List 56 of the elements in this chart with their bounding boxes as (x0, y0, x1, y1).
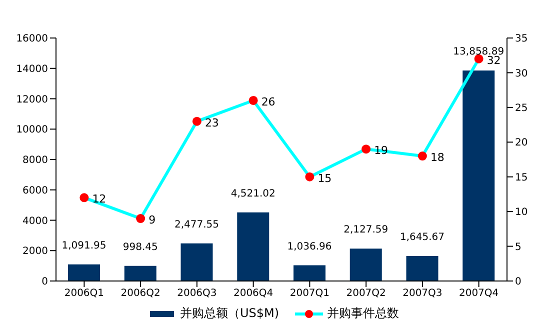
data-label: 1,645.67 (400, 232, 445, 244)
point (136, 214, 146, 224)
data-label: 1,091.95 (62, 240, 106, 252)
x-tick-label: 2006Q1 (64, 288, 104, 300)
y2-tick-label: 25 (515, 102, 528, 114)
x-tick-label: 2006Q2 (120, 288, 160, 300)
point (305, 172, 314, 182)
x-tick-label: 2007Q2 (346, 288, 386, 300)
data-label: 15 (318, 172, 332, 185)
y-tick-label: 2000 (22, 246, 48, 258)
y2-tick-label: 20 (515, 138, 528, 149)
y2-tick-label: 10 (515, 207, 528, 218)
data-label: 2,477.55 (174, 219, 220, 230)
bar (68, 264, 100, 281)
y2-tick-label: 15 (515, 172, 528, 184)
data-label: 18 (430, 151, 444, 164)
y2-tick-label: 0 (515, 276, 522, 288)
data-label: 2,127.59 (344, 224, 388, 236)
point (192, 116, 202, 126)
y-tick-label: 4000 (22, 216, 48, 227)
y2-tick-label: 5 (515, 242, 522, 253)
y-tick-label: 0 (42, 276, 48, 288)
bar (350, 248, 382, 281)
data-label: 998.45 (122, 242, 158, 253)
x-tick-label: 2007Q1 (290, 288, 330, 300)
point (80, 193, 89, 202)
y-tick-label: 6000 (22, 185, 48, 196)
legend-label: 并购总额（US$M) (180, 305, 280, 322)
y2-tick-label: 30 (515, 68, 528, 80)
point (248, 96, 258, 105)
point (418, 152, 427, 161)
bar (124, 266, 156, 281)
x-tick-label: 2007Q4 (458, 288, 499, 300)
bar (180, 243, 213, 281)
data-label: 4,521.02 (230, 188, 276, 200)
bar (406, 256, 438, 281)
bar (462, 70, 495, 281)
data-label: 9 (148, 214, 156, 227)
point (362, 144, 371, 154)
legend-label: 并购事件总数 (327, 305, 400, 322)
bar (237, 212, 270, 281)
data-label: 23 (204, 116, 219, 130)
x-tick-label: 2007Q3 (402, 288, 442, 300)
y-tick-label: 10000 (16, 124, 48, 136)
data-label: 32 (486, 54, 501, 67)
bar (294, 265, 326, 281)
y2-tick-label: 35 (515, 34, 528, 45)
y-tick-label: 8000 (22, 155, 48, 166)
x-tick-label: 2006Q3 (177, 288, 217, 300)
data-label: 1,036.96 (287, 241, 332, 252)
x-tick-label: 2006Q4 (233, 288, 274, 300)
data-label: 19 (374, 144, 388, 158)
y-tick-label: 12000 (16, 94, 48, 106)
data-label: 26 (261, 95, 276, 108)
y-tick-label: 14000 (16, 64, 48, 75)
y-tick-label: 16000 (16, 34, 48, 45)
